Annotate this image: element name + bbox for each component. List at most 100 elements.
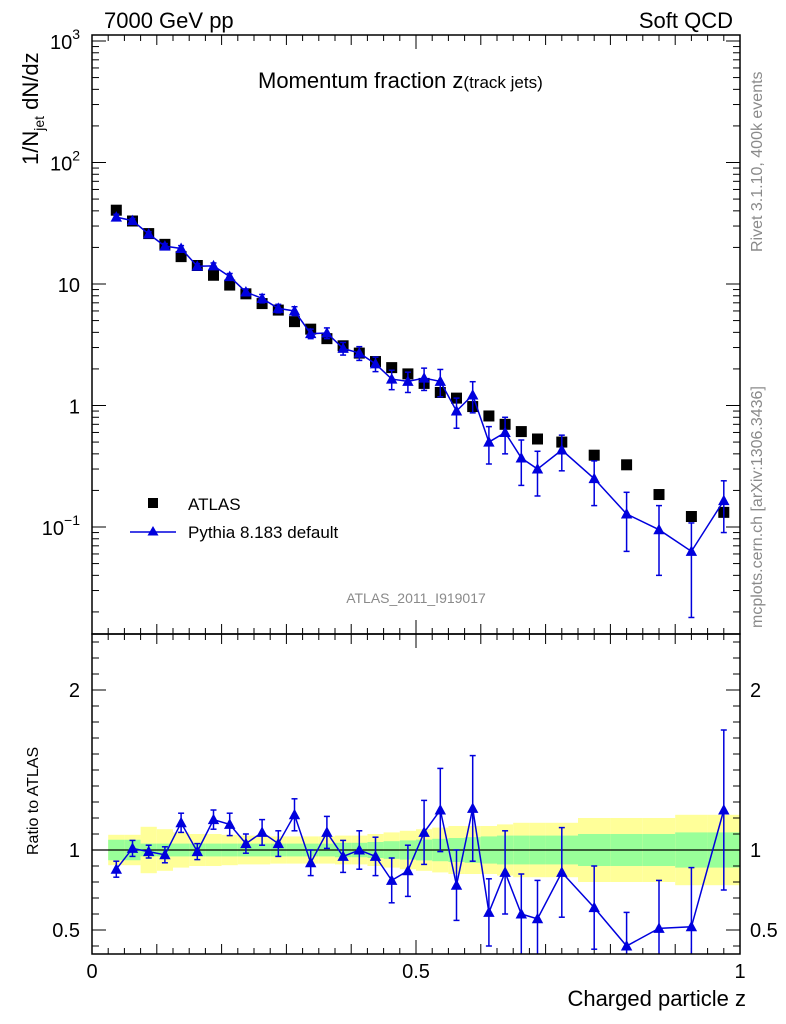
main-y-tick-label-exp: 3 bbox=[72, 26, 80, 42]
atlas-point bbox=[653, 489, 665, 501]
pythia-point bbox=[337, 342, 349, 353]
ratio-point bbox=[191, 845, 203, 857]
pythia-point bbox=[450, 405, 463, 416]
ratio-point bbox=[353, 844, 365, 855]
ratio-point bbox=[386, 874, 398, 885]
ratio-point bbox=[240, 837, 252, 849]
pythia-point bbox=[402, 375, 414, 386]
pythia-point bbox=[272, 302, 284, 313]
main-y-tick-label-base: 1 bbox=[69, 397, 80, 419]
atlas-point bbox=[175, 251, 187, 263]
pythia-point bbox=[467, 389, 479, 400]
main-y-tick-label: 103 bbox=[50, 26, 80, 54]
main-y-label-text: 1/N bbox=[18, 131, 43, 165]
atlas-point bbox=[515, 426, 527, 438]
main-title: Momentum fraction z(track jets) bbox=[258, 68, 543, 93]
pythia-point bbox=[321, 327, 333, 338]
pythia-point bbox=[515, 451, 527, 463]
atlas-point bbox=[256, 298, 268, 310]
main-y-tick-label-base: 10 bbox=[50, 154, 72, 176]
legend: ATLAS Pythia 8.183 default bbox=[130, 495, 339, 542]
ratio-point bbox=[418, 826, 430, 837]
pythia-point bbox=[483, 436, 495, 447]
main-y-tick-label: 10−1 bbox=[42, 512, 80, 540]
ratio-point bbox=[159, 848, 171, 860]
atlas-point bbox=[110, 204, 122, 216]
analysis-watermark: ATLAS_2011_I919017 bbox=[346, 590, 486, 606]
header-right: Soft QCD bbox=[639, 8, 733, 33]
ratio-panel-frame bbox=[91, 633, 741, 955]
pythia-point bbox=[191, 260, 203, 271]
header-left: 7000 GeV pp bbox=[104, 8, 234, 33]
ratio-point bbox=[207, 813, 220, 825]
pythia-point bbox=[240, 285, 252, 297]
ratio-y-label: Ratio to ATLAS bbox=[25, 747, 42, 855]
ratio-point bbox=[531, 912, 544, 924]
main-y-tick-label-exp: −1 bbox=[64, 512, 80, 528]
ratio-point bbox=[434, 804, 446, 815]
pythia-point bbox=[718, 494, 730, 506]
main-y-tick-label-base: 10 bbox=[42, 518, 64, 540]
legend-atlas-label: ATLAS bbox=[188, 495, 241, 514]
ratio-series bbox=[110, 729, 730, 954]
main-title-text: Momentum fraction z bbox=[258, 68, 463, 93]
atlas-point bbox=[224, 279, 236, 291]
main-title-sub: (track jets) bbox=[463, 73, 542, 92]
x-tick-label: 0 bbox=[86, 961, 97, 983]
ratio-point bbox=[588, 901, 600, 913]
ratio-point bbox=[305, 856, 317, 868]
atlas-point bbox=[588, 449, 600, 461]
pythia-point bbox=[588, 472, 600, 484]
main-y-tick-label-base: 10 bbox=[50, 32, 72, 54]
ratio-y-tick-label-left: 0.5 bbox=[52, 920, 80, 942]
pythia-point bbox=[418, 372, 430, 383]
pythia-point bbox=[353, 347, 365, 358]
pythia-point bbox=[531, 463, 544, 474]
main-y-tick-label-base: 10 bbox=[58, 275, 80, 297]
pythia-point bbox=[556, 444, 568, 455]
legend-atlas-marker bbox=[148, 498, 158, 508]
atlas-point bbox=[289, 316, 300, 328]
atlas-point bbox=[532, 433, 543, 445]
main-y-label-tail: dN/dz bbox=[18, 52, 43, 116]
main-y-label: 1/Njet dN/dz bbox=[18, 52, 47, 165]
ratio-point bbox=[369, 850, 382, 861]
ratio-point bbox=[685, 920, 698, 932]
pythia-point bbox=[305, 327, 317, 339]
ratio-point bbox=[272, 837, 284, 849]
ratio-point bbox=[337, 850, 349, 861]
ratio-point bbox=[483, 906, 495, 917]
pythia-point bbox=[159, 240, 171, 251]
ratio-point bbox=[515, 908, 527, 919]
main-series bbox=[110, 204, 730, 619]
ratio-y-tick-label-right: 1 bbox=[750, 840, 761, 862]
ratio-y-tick-label-right: 2 bbox=[750, 680, 761, 702]
x-tick-label: 1 bbox=[734, 961, 745, 983]
x-tick-label: 0.5 bbox=[402, 961, 430, 983]
atlas-point bbox=[621, 459, 633, 471]
ratio-y-tick-label-right: 0.5 bbox=[750, 920, 778, 942]
pythia-point bbox=[256, 292, 268, 303]
pythia-point bbox=[499, 426, 511, 437]
legend-pythia-label: Pythia 8.183 default bbox=[188, 523, 339, 542]
ratio-point bbox=[499, 866, 511, 877]
ratio-point bbox=[175, 816, 187, 828]
pythia-point bbox=[386, 373, 398, 384]
pythia-point bbox=[653, 523, 665, 535]
main-y-tick-label: 10 bbox=[58, 275, 80, 297]
ratio-point bbox=[126, 842, 139, 853]
ratio-axis-ticks: 0.5 0.51 12 20 0.5 1 bbox=[52, 634, 778, 983]
pythia-point bbox=[685, 545, 698, 556]
pythia-point bbox=[126, 214, 139, 226]
main-y-tick-label: 102 bbox=[50, 148, 80, 176]
ratio-point bbox=[143, 845, 155, 857]
ratio-point bbox=[402, 864, 414, 876]
ratio-point bbox=[450, 879, 463, 890]
atlas-point bbox=[483, 410, 495, 422]
pythia-point bbox=[288, 304, 301, 316]
atlas-point bbox=[386, 362, 398, 374]
ratio-point bbox=[467, 802, 479, 813]
main-y-label-sub: jet bbox=[31, 116, 47, 132]
